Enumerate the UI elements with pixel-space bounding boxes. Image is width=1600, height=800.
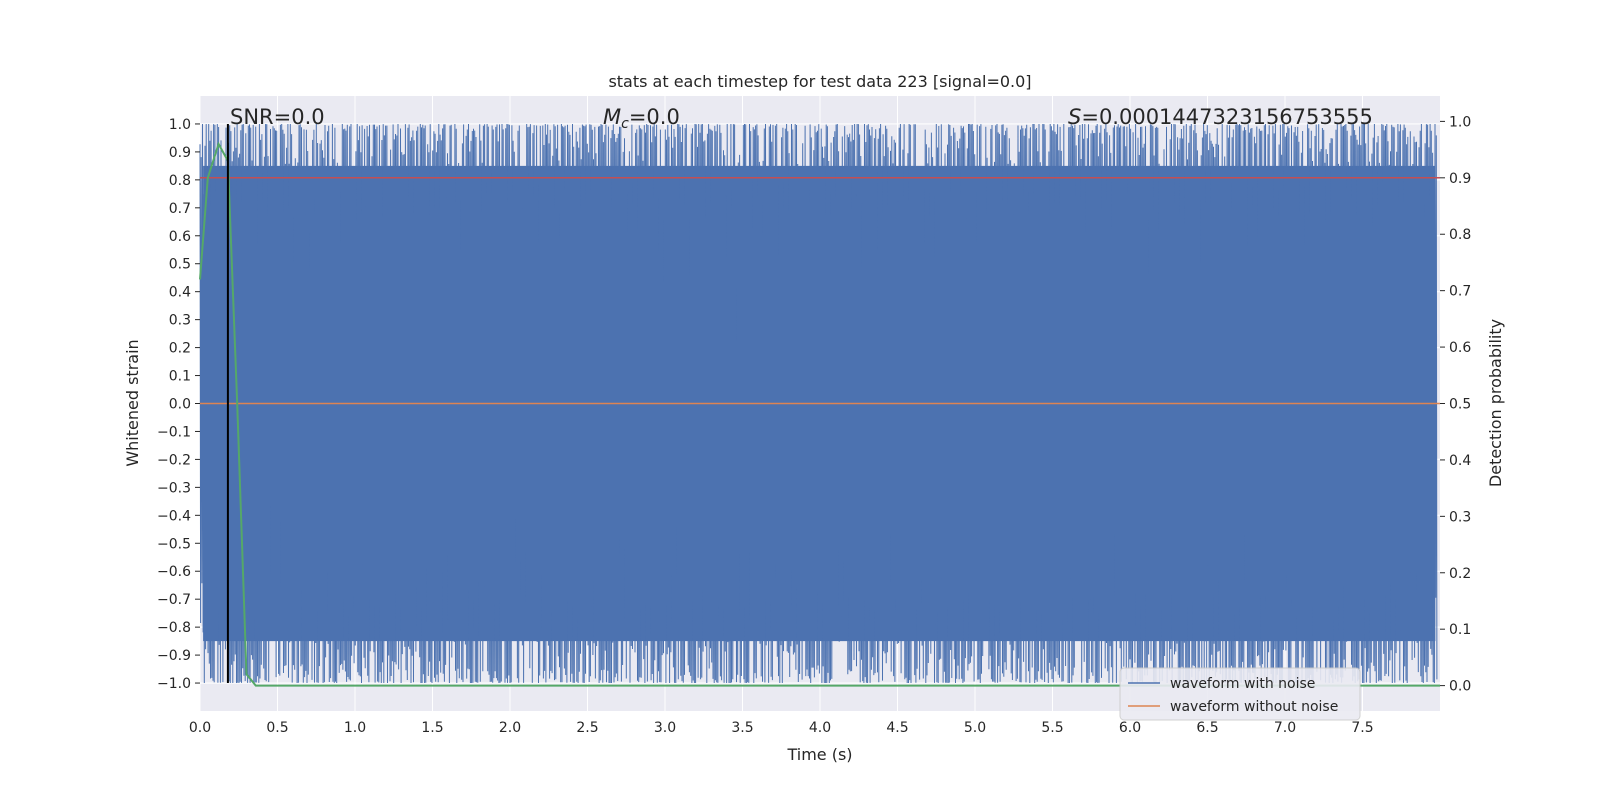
x-axis-label: Time (s): [786, 745, 852, 764]
y2-tick-label: 0.1: [1449, 622, 1471, 638]
x-tick-label: 4.0: [809, 720, 831, 736]
y-axis-ticks: 1.0 0.9 0.8 0.7 0.6 0.5 0.4 0.3 0.2 0.1 0.0 −0.1 −0.…: [157, 117, 200, 692]
y2-tick-label: 0.6: [1449, 340, 1471, 356]
x-tick-label: 0.5: [266, 720, 288, 736]
y2-tick-label: 1.0: [1449, 114, 1471, 130]
y2-axis-label: Detection probability: [1486, 319, 1505, 487]
y-tick-label: −1.0: [157, 676, 191, 692]
annotation-snr: SNR=0.0: [230, 105, 325, 129]
y-tick-label: −0.9: [157, 648, 191, 664]
x-tick-label: 0.0: [189, 720, 211, 736]
y-tick-label: −0.5: [157, 536, 191, 552]
y-tick-label: 0.2: [169, 341, 191, 357]
y2-tick-label: 0.0: [1449, 679, 1471, 695]
series-lines: [199, 123, 1440, 687]
annotation-s: S=0.0001447323156753555: [1068, 105, 1373, 129]
chart-title: stats at each timestep for test data 223…: [608, 72, 1031, 91]
y2-axis-ticks: 1.0 0.9 0.8 0.7 0.6 0.5 0.4 0.3 0.2 0.1 0.0: [1440, 114, 1471, 695]
y2-tick-label: 0.8: [1449, 227, 1471, 243]
legend: waveform with noise waveform without noi…: [1119, 667, 1361, 721]
x-tick-label: 5.5: [1041, 720, 1063, 736]
x-tick-label: 4.5: [886, 720, 908, 736]
y-tick-label: −0.8: [157, 620, 191, 636]
y-tick-label: 0.6: [169, 229, 191, 245]
y2-tick-label: 0.5: [1449, 397, 1471, 413]
x-tick-label: 1.0: [344, 720, 366, 736]
y-tick-label: −0.2: [157, 452, 191, 468]
y-axis-label: Whitened strain: [123, 339, 142, 466]
y-tick-label: 0.8: [169, 173, 191, 189]
y-tick-label: 0.0: [169, 397, 191, 413]
legend-label-clean: waveform without noise: [1170, 699, 1338, 715]
y-tick-label: −0.1: [157, 424, 191, 440]
x-tick-label: 3.5: [731, 720, 753, 736]
noise-trace: [199, 123, 1438, 684]
y-tick-label: 1.0: [169, 117, 191, 133]
y2-tick-label: 0.7: [1449, 284, 1471, 300]
x-tick-label: 1.5: [421, 720, 443, 736]
y2-tick-label: 0.3: [1449, 509, 1471, 525]
y-tick-label: 0.4: [169, 285, 191, 301]
x-tick-label: 2.5: [576, 720, 598, 736]
x-tick-label: 5.0: [964, 720, 986, 736]
y2-tick-label: 0.4: [1449, 453, 1471, 469]
x-tick-label: 3.0: [654, 720, 676, 736]
x-axis-ticks: 0.0 0.5 1.0 1.5 2.0 2.5 3.0 3.5 4.0 4.5 5.0 5.5 6.0 6…: [189, 720, 1374, 736]
y-tick-label: 0.9: [169, 145, 191, 161]
annotation-mc: Mc=0.0: [603, 105, 680, 132]
y2-tick-label: 0.2: [1449, 566, 1471, 582]
y-tick-label: 0.7: [169, 201, 191, 217]
y-tick-label: 0.3: [169, 313, 191, 329]
x-tick-label: 7.0: [1274, 720, 1296, 736]
x-tick-label: 2.0: [499, 720, 521, 736]
y-tick-label: −0.7: [157, 592, 191, 608]
detection-probability-line: [199, 141, 1440, 687]
y2-tick-label: 0.9: [1449, 171, 1471, 187]
x-tick-label: 6.5: [1196, 720, 1218, 736]
y-tick-label: −0.4: [157, 508, 191, 524]
legend-box: [1119, 667, 1361, 721]
x-tick-label: 7.5: [1351, 720, 1373, 736]
y-tick-label: 0.5: [169, 257, 191, 273]
y-tick-label: −0.3: [157, 480, 191, 496]
legend-label-noise: waveform with noise: [1170, 676, 1315, 692]
x-tick-label: 6.0: [1119, 720, 1141, 736]
y-tick-label: 0.1: [169, 369, 191, 385]
y-tick-label: −0.6: [157, 564, 191, 580]
